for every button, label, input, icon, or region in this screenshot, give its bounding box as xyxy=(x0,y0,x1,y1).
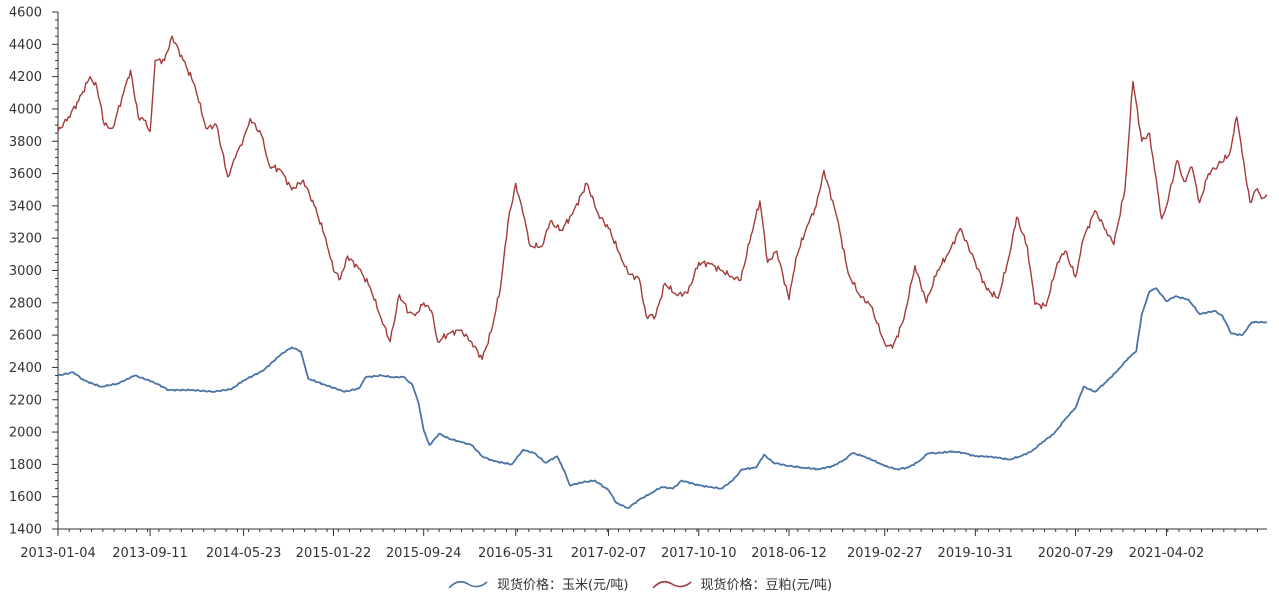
y-tick-label: 3600 xyxy=(9,167,42,182)
y-tick-label: 2400 xyxy=(9,361,42,376)
x-tick-label: 2013-09-11 xyxy=(112,546,188,561)
y-tick-label: 2200 xyxy=(9,393,42,408)
legend-label-corn: 现货价格：玉米(元/吨) xyxy=(496,578,629,593)
legend-item-soymeal[interactable]: 现货价格：豆粕(元/吨) xyxy=(651,574,833,593)
series-line-0 xyxy=(57,287,1268,509)
y-tick-label: 3400 xyxy=(9,199,42,214)
axes: 1400 1600 1800 2000 2200 2400 2600 2800 3000 3200… xyxy=(9,6,1267,561)
legend-label-soymeal: 现货价格：豆粕(元/吨) xyxy=(700,578,833,593)
y-tick-label: 1400 xyxy=(9,523,42,538)
x-tick-label: 2017-02-07 xyxy=(571,546,647,561)
y-tick-label: 4000 xyxy=(9,102,42,117)
legend-swatch-soymeal xyxy=(651,580,692,589)
series-line-1 xyxy=(57,35,1268,361)
legend-item-corn[interactable]: 现货价格：玉米(元/吨) xyxy=(447,574,629,593)
y-tick-label: 2000 xyxy=(9,426,42,441)
x-tick-label: 2016-05-31 xyxy=(478,546,554,561)
x-tick-label: 2013-01-04 xyxy=(20,546,96,561)
x-tick-label: 2014-05-23 xyxy=(206,546,282,561)
x-tick-label: 2015-09-24 xyxy=(386,546,462,561)
y-tick-label: 4600 xyxy=(9,6,42,21)
y-tick-label: 1600 xyxy=(9,490,42,505)
x-tick-label: 2019-10-31 xyxy=(938,546,1014,561)
y-tick-label: 3200 xyxy=(9,232,42,247)
y-tick-label: 4400 xyxy=(9,38,42,53)
series-lines xyxy=(57,35,1268,509)
x-tick-label: 2018-06-12 xyxy=(751,546,827,561)
x-tick-label: 2017-10-10 xyxy=(661,546,737,561)
x-tick-label: 2015-01-22 xyxy=(296,546,372,561)
y-tick-label: 2800 xyxy=(9,296,42,311)
y-tick-label: 3000 xyxy=(9,264,42,279)
x-tick-label: 2020-07-29 xyxy=(1038,546,1114,561)
x-tick-label: 2021-04-02 xyxy=(1129,546,1205,561)
y-tick-label: 3800 xyxy=(9,135,42,150)
y-tick-label: 2600 xyxy=(9,329,42,344)
legend-swatch-corn xyxy=(448,580,488,589)
y-tick-label: 4200 xyxy=(9,70,42,85)
y-tick-label: 1800 xyxy=(9,458,42,473)
legend: 现货价格：玉米(元/吨) 现货价格：豆粕(元/吨) xyxy=(0,574,1279,593)
x-tick-label: 2019-02-27 xyxy=(847,546,923,561)
